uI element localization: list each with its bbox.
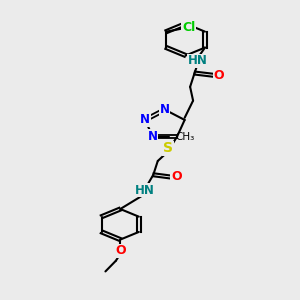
Text: N: N — [140, 113, 150, 126]
Text: N: N — [148, 130, 158, 143]
Text: O: O — [115, 244, 126, 257]
Text: N: N — [160, 103, 170, 116]
Text: CH₃: CH₃ — [175, 131, 194, 142]
Text: HN: HN — [188, 54, 208, 67]
Text: Cl: Cl — [182, 21, 195, 34]
Text: O: O — [171, 170, 181, 183]
Text: O: O — [214, 69, 224, 82]
Text: S: S — [163, 141, 173, 155]
Text: HN: HN — [134, 184, 154, 196]
